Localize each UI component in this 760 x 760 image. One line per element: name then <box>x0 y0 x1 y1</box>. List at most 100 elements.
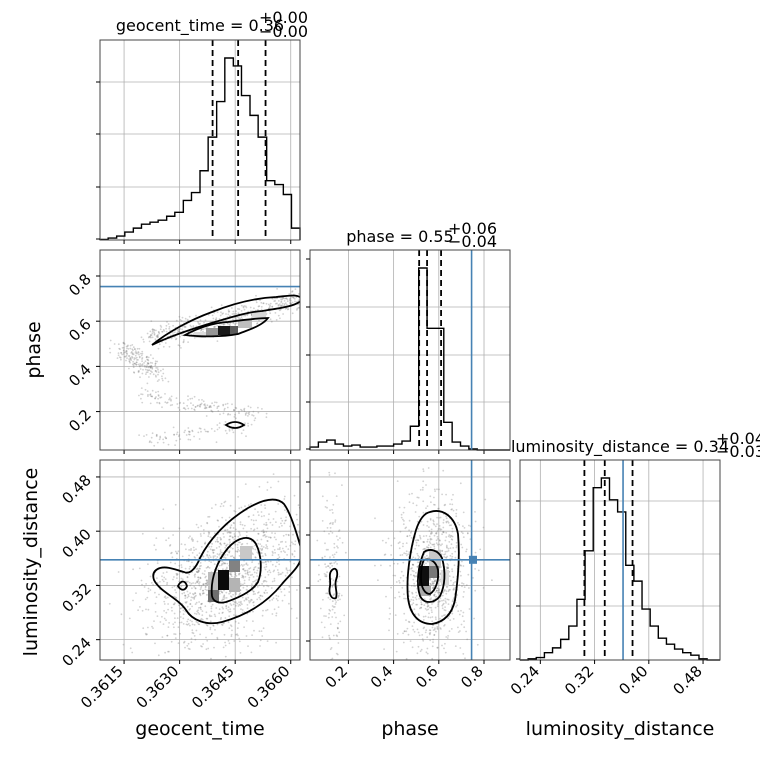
sample-point <box>194 592 197 594</box>
sample-point <box>458 584 461 586</box>
sample-point <box>248 600 250 602</box>
sample-point <box>433 534 436 537</box>
sample-point <box>445 545 448 548</box>
sample-point <box>227 531 230 534</box>
sample-point <box>187 430 190 433</box>
sample-point <box>197 569 200 572</box>
sample-point <box>265 544 268 546</box>
sample-point <box>474 551 477 554</box>
sample-point <box>422 470 425 473</box>
sample-point <box>157 397 160 400</box>
sample-point <box>135 592 137 594</box>
sample-point <box>429 629 432 632</box>
sample-point <box>211 632 213 635</box>
sample-point <box>262 531 265 534</box>
sample-point <box>190 407 193 410</box>
sample-point <box>417 539 420 542</box>
sample-point <box>333 606 336 608</box>
sample-point <box>423 564 426 566</box>
sample-point <box>276 561 278 564</box>
sample-point <box>129 356 132 359</box>
sample-point <box>224 617 227 619</box>
sample-point <box>187 595 190 598</box>
sample-point <box>422 535 425 537</box>
sample-point <box>400 516 403 519</box>
sample-point <box>395 650 398 653</box>
sample-point <box>178 345 181 347</box>
sample-point <box>228 592 231 595</box>
sample-point <box>258 596 261 599</box>
sample-point <box>147 395 149 397</box>
sample-point <box>259 594 262 597</box>
sample-point <box>429 517 432 520</box>
sample-point <box>198 613 201 615</box>
sample-point <box>266 640 269 642</box>
sample-point <box>433 594 436 596</box>
sample-point <box>161 375 163 378</box>
sample-point <box>252 568 255 571</box>
sample-point <box>219 536 222 539</box>
sample-point <box>204 319 207 322</box>
sample-point <box>235 601 237 603</box>
sample-point <box>163 610 166 612</box>
sample-point <box>206 430 209 433</box>
sample-point <box>259 598 262 601</box>
sample-point <box>233 408 235 411</box>
sample-point <box>461 585 463 588</box>
sample-point <box>126 345 129 348</box>
sample-point <box>232 318 234 321</box>
sample-point <box>332 583 335 586</box>
sample-point <box>264 536 267 538</box>
sample-point <box>262 302 265 305</box>
sample-point <box>198 405 201 407</box>
sample-point <box>153 328 155 331</box>
sample-point <box>143 586 146 588</box>
sample-point <box>198 323 201 326</box>
sample-point <box>257 514 260 517</box>
sample-point <box>430 583 433 586</box>
sample-point <box>447 566 450 569</box>
sample-point <box>282 305 285 307</box>
sample-point <box>265 563 268 566</box>
sample-point <box>187 642 190 645</box>
sample-point <box>167 380 170 383</box>
sample-point <box>265 521 268 524</box>
sample-point <box>272 473 275 475</box>
sample-point <box>206 582 209 585</box>
sample-point <box>448 630 451 633</box>
sample-point <box>254 548 257 551</box>
sample-point <box>200 430 202 433</box>
sample-point <box>204 570 206 572</box>
sample-point <box>433 594 435 597</box>
sample-point <box>174 589 177 591</box>
sample-point <box>197 578 200 581</box>
sample-point <box>155 335 158 337</box>
sample-point <box>224 644 227 647</box>
sample-point <box>286 308 289 311</box>
sample-point <box>328 637 331 639</box>
sample-point <box>436 523 438 525</box>
sample-point <box>134 357 137 360</box>
sample-point <box>238 317 240 319</box>
sample-point <box>172 534 175 536</box>
sample-points <box>316 467 493 660</box>
sample-point <box>415 571 417 574</box>
sample-point <box>133 371 136 374</box>
sample-point <box>306 304 308 306</box>
sample-point <box>448 524 451 527</box>
sample-point <box>134 348 136 350</box>
sample-point <box>455 601 457 604</box>
sample-point <box>177 626 180 629</box>
sample-point <box>341 484 343 486</box>
sample-point <box>152 373 155 376</box>
sample-point <box>159 436 162 439</box>
sample-point <box>206 617 209 620</box>
sample-point <box>225 568 228 570</box>
sample-point <box>297 504 300 506</box>
sample-point <box>257 567 260 569</box>
sample-point <box>138 567 141 570</box>
sample-point <box>162 345 165 348</box>
sample-point <box>426 602 429 605</box>
sample-point <box>279 547 281 549</box>
sample-point <box>198 438 201 440</box>
